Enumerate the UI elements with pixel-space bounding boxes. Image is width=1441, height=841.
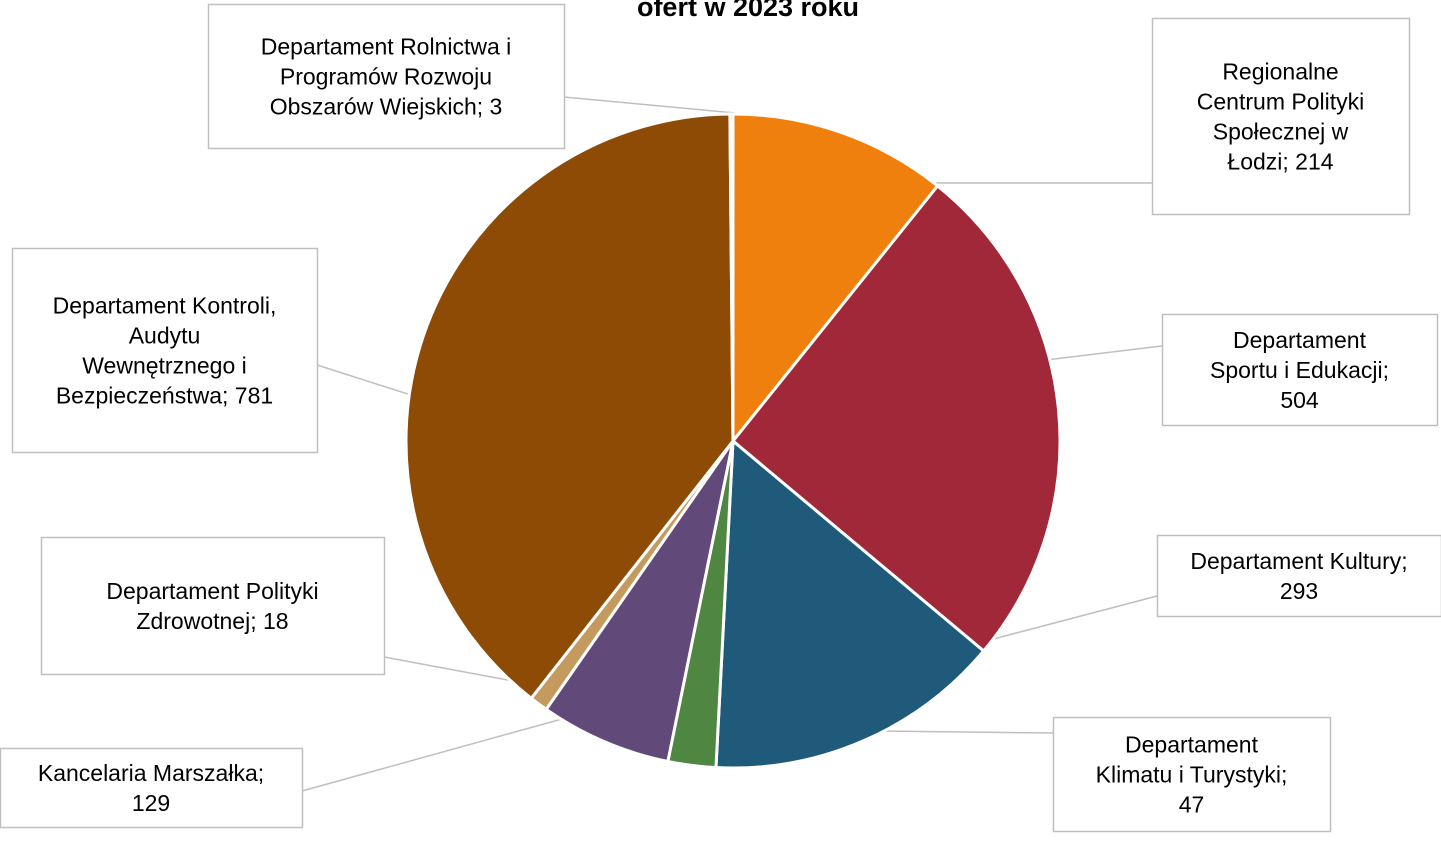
data-label-line: Społecznej w bbox=[1213, 118, 1349, 144]
data-label-line: Audytu bbox=[129, 322, 201, 348]
data-label-line: 129 bbox=[132, 790, 170, 816]
data-label-line: 293 bbox=[1280, 578, 1318, 604]
chart-title: ofert w 2023 roku bbox=[637, 0, 859, 22]
data-label-line: Regionalne bbox=[1222, 58, 1338, 84]
data-label-line: Wewnętrznego i bbox=[82, 352, 247, 378]
data-label-box bbox=[42, 538, 385, 675]
data-label-line: 47 bbox=[1179, 791, 1205, 817]
data-label-line: Departament Polityki bbox=[106, 578, 318, 604]
data-label-line: Łodzi; 214 bbox=[1227, 148, 1333, 174]
data-label-line: Obszarów Wiejskich; 3 bbox=[270, 93, 503, 119]
leader-line bbox=[302, 709, 598, 791]
data-label-line: Bezpieczeństwa; 781 bbox=[56, 382, 273, 408]
data-label-line: Departament bbox=[1125, 731, 1259, 757]
data-label-line: Departament Kultury; bbox=[1190, 548, 1407, 574]
data-label-line: Sportu i Edukacji; bbox=[1210, 357, 1389, 383]
data-label-line: Centrum Polityki bbox=[1197, 88, 1364, 114]
data-label-box bbox=[13, 249, 318, 453]
data-label: Departament Rolnictwa i Programów Rozwoju… bbox=[261, 33, 512, 119]
data-label-line: Zdrowotnej; 18 bbox=[136, 608, 288, 634]
data-label-line: 504 bbox=[1280, 387, 1319, 413]
data-label-line: Programów Rozwoju bbox=[280, 63, 492, 89]
data-label-line: Kancelaria Marszałka; bbox=[38, 760, 264, 786]
pie-slices bbox=[406, 114, 1060, 768]
data-label-line: Departament bbox=[1233, 327, 1367, 353]
data-label-box bbox=[1153, 19, 1410, 215]
data-label-line: Departament Rolnictwa i bbox=[261, 33, 512, 59]
leader-line bbox=[564, 97, 735, 113]
data-label-line: Klimatu i Turystyki; bbox=[1096, 761, 1288, 787]
data-label-line: Departament Kontroli, bbox=[53, 292, 277, 318]
